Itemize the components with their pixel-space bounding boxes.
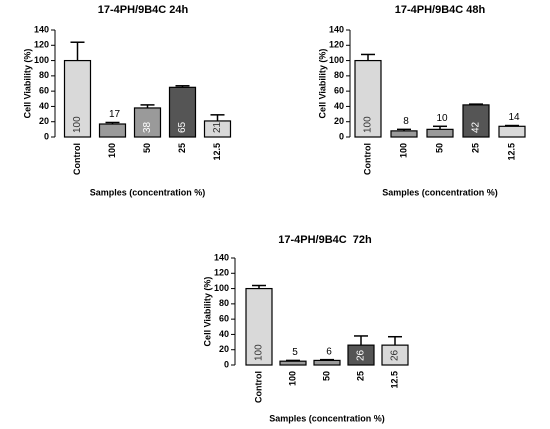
bar <box>245 287 273 366</box>
chart-title: 17-4PH/9B4C 48h <box>395 4 486 16</box>
x-axis-label: Samples (concentration %) <box>269 413 385 423</box>
value-label: 65 <box>177 121 188 133</box>
bar <box>98 123 127 138</box>
x-tick-label: 50 <box>142 143 152 153</box>
y-tick-label: 60 <box>39 86 49 96</box>
value-label: 8 <box>403 116 409 127</box>
y-tick-label: 100 <box>329 55 344 65</box>
bar <box>347 344 375 366</box>
y-tick-label: 140 <box>214 252 229 262</box>
value-label: 100 <box>363 116 374 133</box>
value-label: 26 <box>390 349 401 361</box>
x-tick-label: 100 <box>287 371 297 386</box>
x-tick-label: Control <box>72 143 82 175</box>
x-tick-label: 100 <box>398 143 408 158</box>
bar <box>279 360 307 366</box>
value-label: 5 <box>292 347 298 358</box>
value-label: 100 <box>254 344 265 361</box>
y-tick-label: 120 <box>34 40 49 50</box>
x-tick-label: 12.5 <box>506 143 516 161</box>
x-tick-label: 12.5 <box>212 143 222 161</box>
y-tick-label: 20 <box>39 116 49 126</box>
y-tick-label: 40 <box>334 101 344 111</box>
y-tick-label: 0 <box>224 359 229 369</box>
y-tick-label: 120 <box>329 40 344 50</box>
bar <box>203 120 232 138</box>
y-tick-label: 40 <box>39 101 49 111</box>
value-label: 21 <box>212 121 223 133</box>
x-axis-label: Samples (concentration %) <box>382 187 498 197</box>
y-tick-label: 100 <box>214 283 229 293</box>
y-tick-label: 20 <box>334 116 344 126</box>
y-tick-label: 120 <box>214 268 229 278</box>
x-tick-label: 25 <box>355 371 365 381</box>
value-label: 6 <box>326 346 332 357</box>
y-tick-label: 60 <box>219 314 229 324</box>
bar <box>354 59 382 138</box>
value-label: 10 <box>436 113 448 124</box>
y-axis-label: Cell Viability (%) <box>22 49 32 119</box>
x-tick-label: 25 <box>470 143 480 153</box>
y-tick-label: 140 <box>34 24 49 34</box>
bar <box>390 130 418 138</box>
bar <box>313 359 341 366</box>
bar <box>168 86 197 138</box>
y-tick-label: 80 <box>334 70 344 80</box>
y-tick-label: 0 <box>339 131 344 141</box>
y-axis-label: Cell Viability (%) <box>317 49 327 119</box>
bar <box>462 104 490 138</box>
y-tick-label: 60 <box>334 86 344 96</box>
chart-title: 17-4PH/9B4C 72h <box>278 234 372 246</box>
bar <box>381 344 409 366</box>
x-tick-label: 12.5 <box>389 371 399 389</box>
value-label: 42 <box>471 121 482 133</box>
x-tick-label: 50 <box>434 143 444 153</box>
x-tick-label: 50 <box>321 371 331 381</box>
y-tick-label: 0 <box>44 131 49 141</box>
y-tick-label: 140 <box>329 24 344 34</box>
x-tick-label: 25 <box>177 143 187 153</box>
chart-title: 17-4PH/9B4C 24h <box>98 4 189 16</box>
bar <box>498 125 526 138</box>
x-tick-label: 100 <box>107 143 117 158</box>
bar <box>133 107 162 138</box>
y-tick-label: 100 <box>34 55 49 65</box>
value-label: 100 <box>72 116 83 133</box>
bar <box>426 128 454 138</box>
value-label: 26 <box>356 349 367 361</box>
bar <box>63 59 92 138</box>
y-axis-label: Cell Viability (%) <box>202 277 212 347</box>
value-label: 14 <box>508 112 520 123</box>
y-tick-label: 40 <box>219 329 229 339</box>
value-label: 17 <box>109 109 121 120</box>
x-tick-label: Control <box>253 371 263 403</box>
y-tick-label: 80 <box>219 298 229 308</box>
x-axis-label: Samples (concentration %) <box>90 187 206 197</box>
x-tick-label: Control <box>362 143 372 175</box>
value-label: 38 <box>142 121 153 133</box>
y-tick-label: 80 <box>39 70 49 80</box>
y-tick-label: 20 <box>219 344 229 354</box>
